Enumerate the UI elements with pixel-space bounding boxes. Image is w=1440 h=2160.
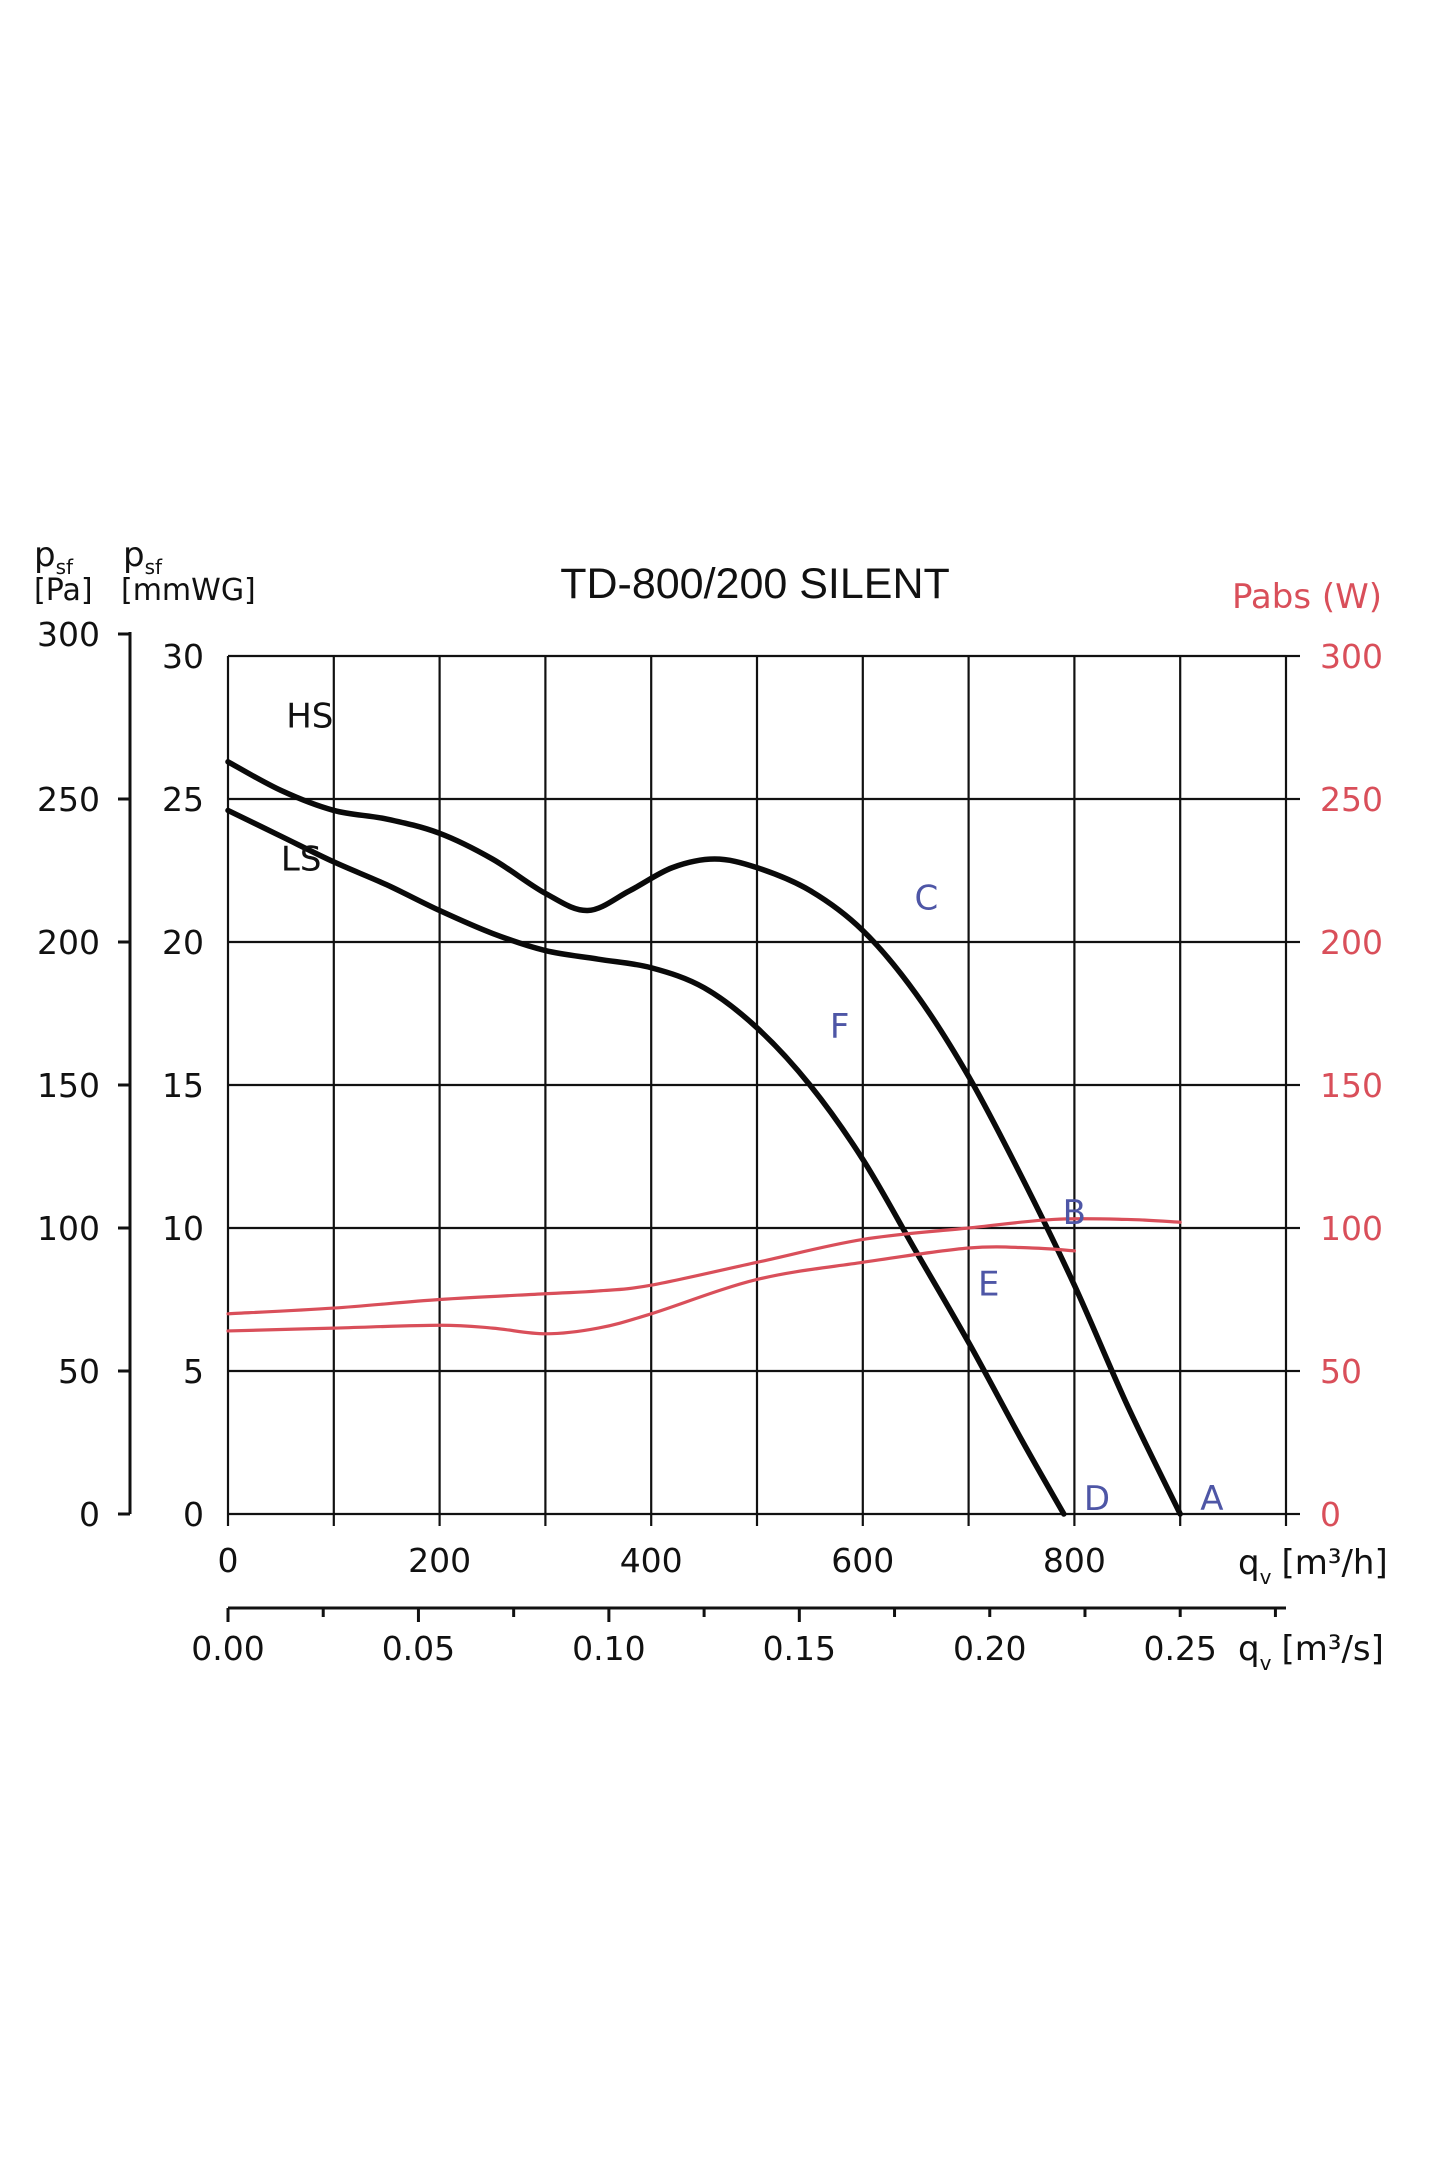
y-right-tick-label: 200 bbox=[1320, 923, 1383, 962]
y-right-tick-label: 250 bbox=[1320, 780, 1383, 819]
y-left-inner-symbol: p bbox=[123, 535, 145, 575]
axes: 0501001502002503000510152025300501001502… bbox=[37, 615, 1383, 1668]
y-left-outer-label: psf [Pa] bbox=[34, 535, 93, 608]
series-line-ls bbox=[225, 807, 1067, 1517]
y-right-label: Pabs (W) bbox=[1232, 577, 1382, 617]
x-primary-unit: [m³/h] bbox=[1281, 1543, 1387, 1583]
y-left-outer-tick-label: 0 bbox=[79, 1495, 100, 1534]
x-primary-tick-label: 400 bbox=[620, 1541, 683, 1580]
x-secondary-tick-label: 0.10 bbox=[572, 1629, 645, 1668]
x-secondary-tick-label: 0.00 bbox=[191, 1629, 264, 1668]
svg-text:qv[m³/h]: qv [m³/h] bbox=[1238, 1543, 1388, 1589]
y-left-outer-tick-label: 50 bbox=[58, 1352, 100, 1391]
x-primary-tick-label: 200 bbox=[408, 1541, 471, 1580]
operating-point-label-b: B bbox=[1063, 1193, 1086, 1233]
y-left-inner-subscript: sf bbox=[145, 555, 163, 579]
curve-label-ls: LS bbox=[281, 840, 322, 880]
y-left-outer-tick-label: 150 bbox=[37, 1066, 100, 1105]
operating-point-label-e: E bbox=[978, 1265, 999, 1305]
operating-point-label-c: C bbox=[915, 878, 939, 918]
x-primary-tick-label: 800 bbox=[1043, 1541, 1106, 1580]
x-primary-subscript: v bbox=[1260, 1565, 1272, 1589]
y-left-inner-label: psf [mmWG] bbox=[121, 535, 256, 608]
x-secondary-unit: [m³/s] bbox=[1281, 1629, 1383, 1669]
labels: A B C D E F HS LS bbox=[281, 697, 1224, 1520]
y-left-inner-tick-label: 25 bbox=[162, 780, 204, 819]
y-left-inner-unit: [mmWG] bbox=[121, 573, 256, 608]
y-left-inner-tick-label: 20 bbox=[162, 923, 204, 962]
y-left-outer-unit: [Pa] bbox=[34, 573, 93, 608]
x-secondary-symbol: q bbox=[1238, 1629, 1260, 1669]
x-primary-tick-label: 0 bbox=[218, 1541, 239, 1580]
operating-point-label-a: A bbox=[1200, 1479, 1223, 1519]
series-line-ls-power bbox=[226, 1245, 1076, 1336]
series-line-hs-power bbox=[226, 1217, 1182, 1316]
y-left-inner-tick-label: 10 bbox=[162, 1209, 204, 1248]
y-left-outer-subscript: sf bbox=[56, 555, 74, 579]
series-line-hs bbox=[225, 759, 1183, 1517]
x-primary-tick-label: 600 bbox=[831, 1541, 894, 1580]
svg-text:qv[m³/s]: qv [m³/s] bbox=[1238, 1629, 1384, 1675]
series bbox=[225, 759, 1183, 1517]
y-right-tick-label: 50 bbox=[1320, 1352, 1362, 1391]
grid bbox=[226, 654, 1300, 1526]
chart-title: TD-800/200 SILENT bbox=[560, 560, 950, 608]
y-left-outer-tick-label: 200 bbox=[37, 923, 100, 962]
x-secondary-tick-label: 0.05 bbox=[382, 1629, 455, 1668]
x-secondary-tick-label: 0.15 bbox=[763, 1629, 836, 1668]
y-left-inner-tick-label: 30 bbox=[162, 637, 204, 676]
y-left-inner-tick-label: 5 bbox=[183, 1352, 204, 1391]
curve-label-hs: HS bbox=[286, 697, 333, 737]
y-left-inner-tick-label: 15 bbox=[162, 1066, 204, 1105]
y-left-inner-tick-label: 0 bbox=[183, 1495, 204, 1534]
y-left-outer-tick-label: 250 bbox=[37, 780, 100, 819]
y-left-outer-symbol: p bbox=[34, 535, 56, 575]
y-left-outer-tick-label: 100 bbox=[37, 1209, 100, 1248]
x-secondary-label: qv [m³/s] bbox=[1238, 1629, 1384, 1675]
x-secondary-tick-label: 0.25 bbox=[1143, 1629, 1216, 1668]
operating-point-label-d: D bbox=[1084, 1479, 1110, 1519]
y-left-outer-tick-label: 300 bbox=[37, 615, 100, 654]
y-right-tick-label: 300 bbox=[1320, 637, 1383, 676]
x-secondary-tick-label: 0.20 bbox=[953, 1629, 1026, 1668]
x-primary-symbol: q bbox=[1238, 1543, 1260, 1583]
svg-text:psf: psf bbox=[34, 535, 74, 579]
operating-point-label-f: F bbox=[830, 1007, 850, 1047]
x-secondary-subscript: v bbox=[1260, 1651, 1272, 1675]
x-primary-label: qv [m³/h] bbox=[1238, 1543, 1388, 1589]
y-right-tick-label: 0 bbox=[1320, 1495, 1341, 1534]
y-right-tick-label: 150 bbox=[1320, 1066, 1383, 1105]
y-right-tick-label: 100 bbox=[1320, 1209, 1383, 1248]
svg-text:psf: psf bbox=[123, 535, 163, 579]
